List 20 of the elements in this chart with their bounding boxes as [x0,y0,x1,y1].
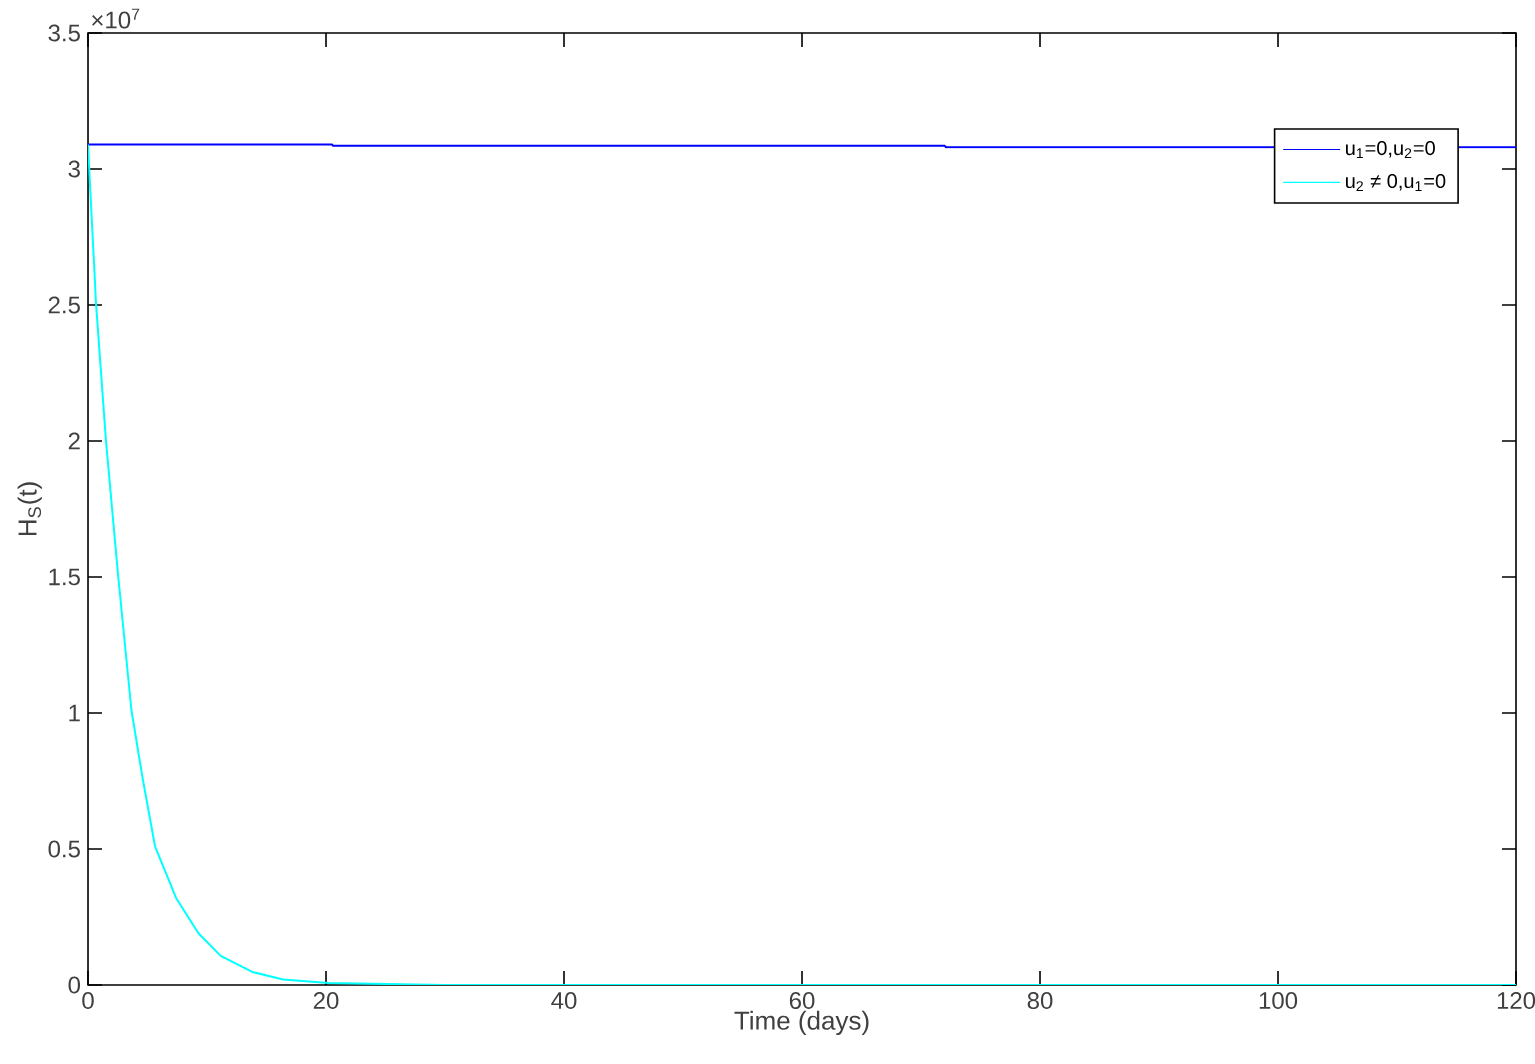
legend-label: u$_{2}$ ≠ 0,u$_{1}$=0 [1346,173,1446,191]
y-tick-label: 2.5 [48,296,80,314]
text: ×10$^{7}$ [92,8,140,29]
y-tick-label: 3.5 [48,24,80,42]
x-tick-label: 100 [1259,992,1298,1010]
x-tick-label: 60 [789,992,815,1010]
x-tick-label: 40 [551,992,577,1010]
x-axis-title: Time (days) [734,1010,869,1036]
x-tick-label: 120 [1497,992,1535,1010]
y-tick-label: 1.5 [49,568,80,586]
legend-label: u$_{1}$=0,u$_{2}$=0 [1346,141,1435,158]
y-tick-label: 1 [69,704,80,722]
x-tick-label: 0 [82,992,94,1010]
y-tick-label: 3 [68,160,80,178]
y-tick-label: 0 [68,976,81,994]
y-axis-title: H$_{S}$(t) [17,482,42,536]
y-tick-label: 2 [68,432,80,450]
x-tick-label: 80 [1027,992,1053,1010]
y-tick-label: 0.5 [48,840,80,858]
x-tick-label: 20 [313,992,339,1010]
